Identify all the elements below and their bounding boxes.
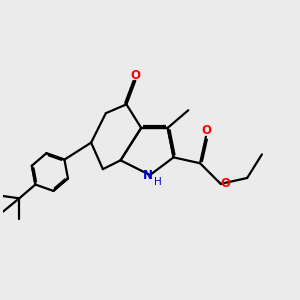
Text: H: H <box>154 176 162 187</box>
Text: O: O <box>220 177 230 190</box>
Text: N: N <box>142 169 153 182</box>
Text: O: O <box>130 69 140 82</box>
Text: O: O <box>201 124 211 137</box>
